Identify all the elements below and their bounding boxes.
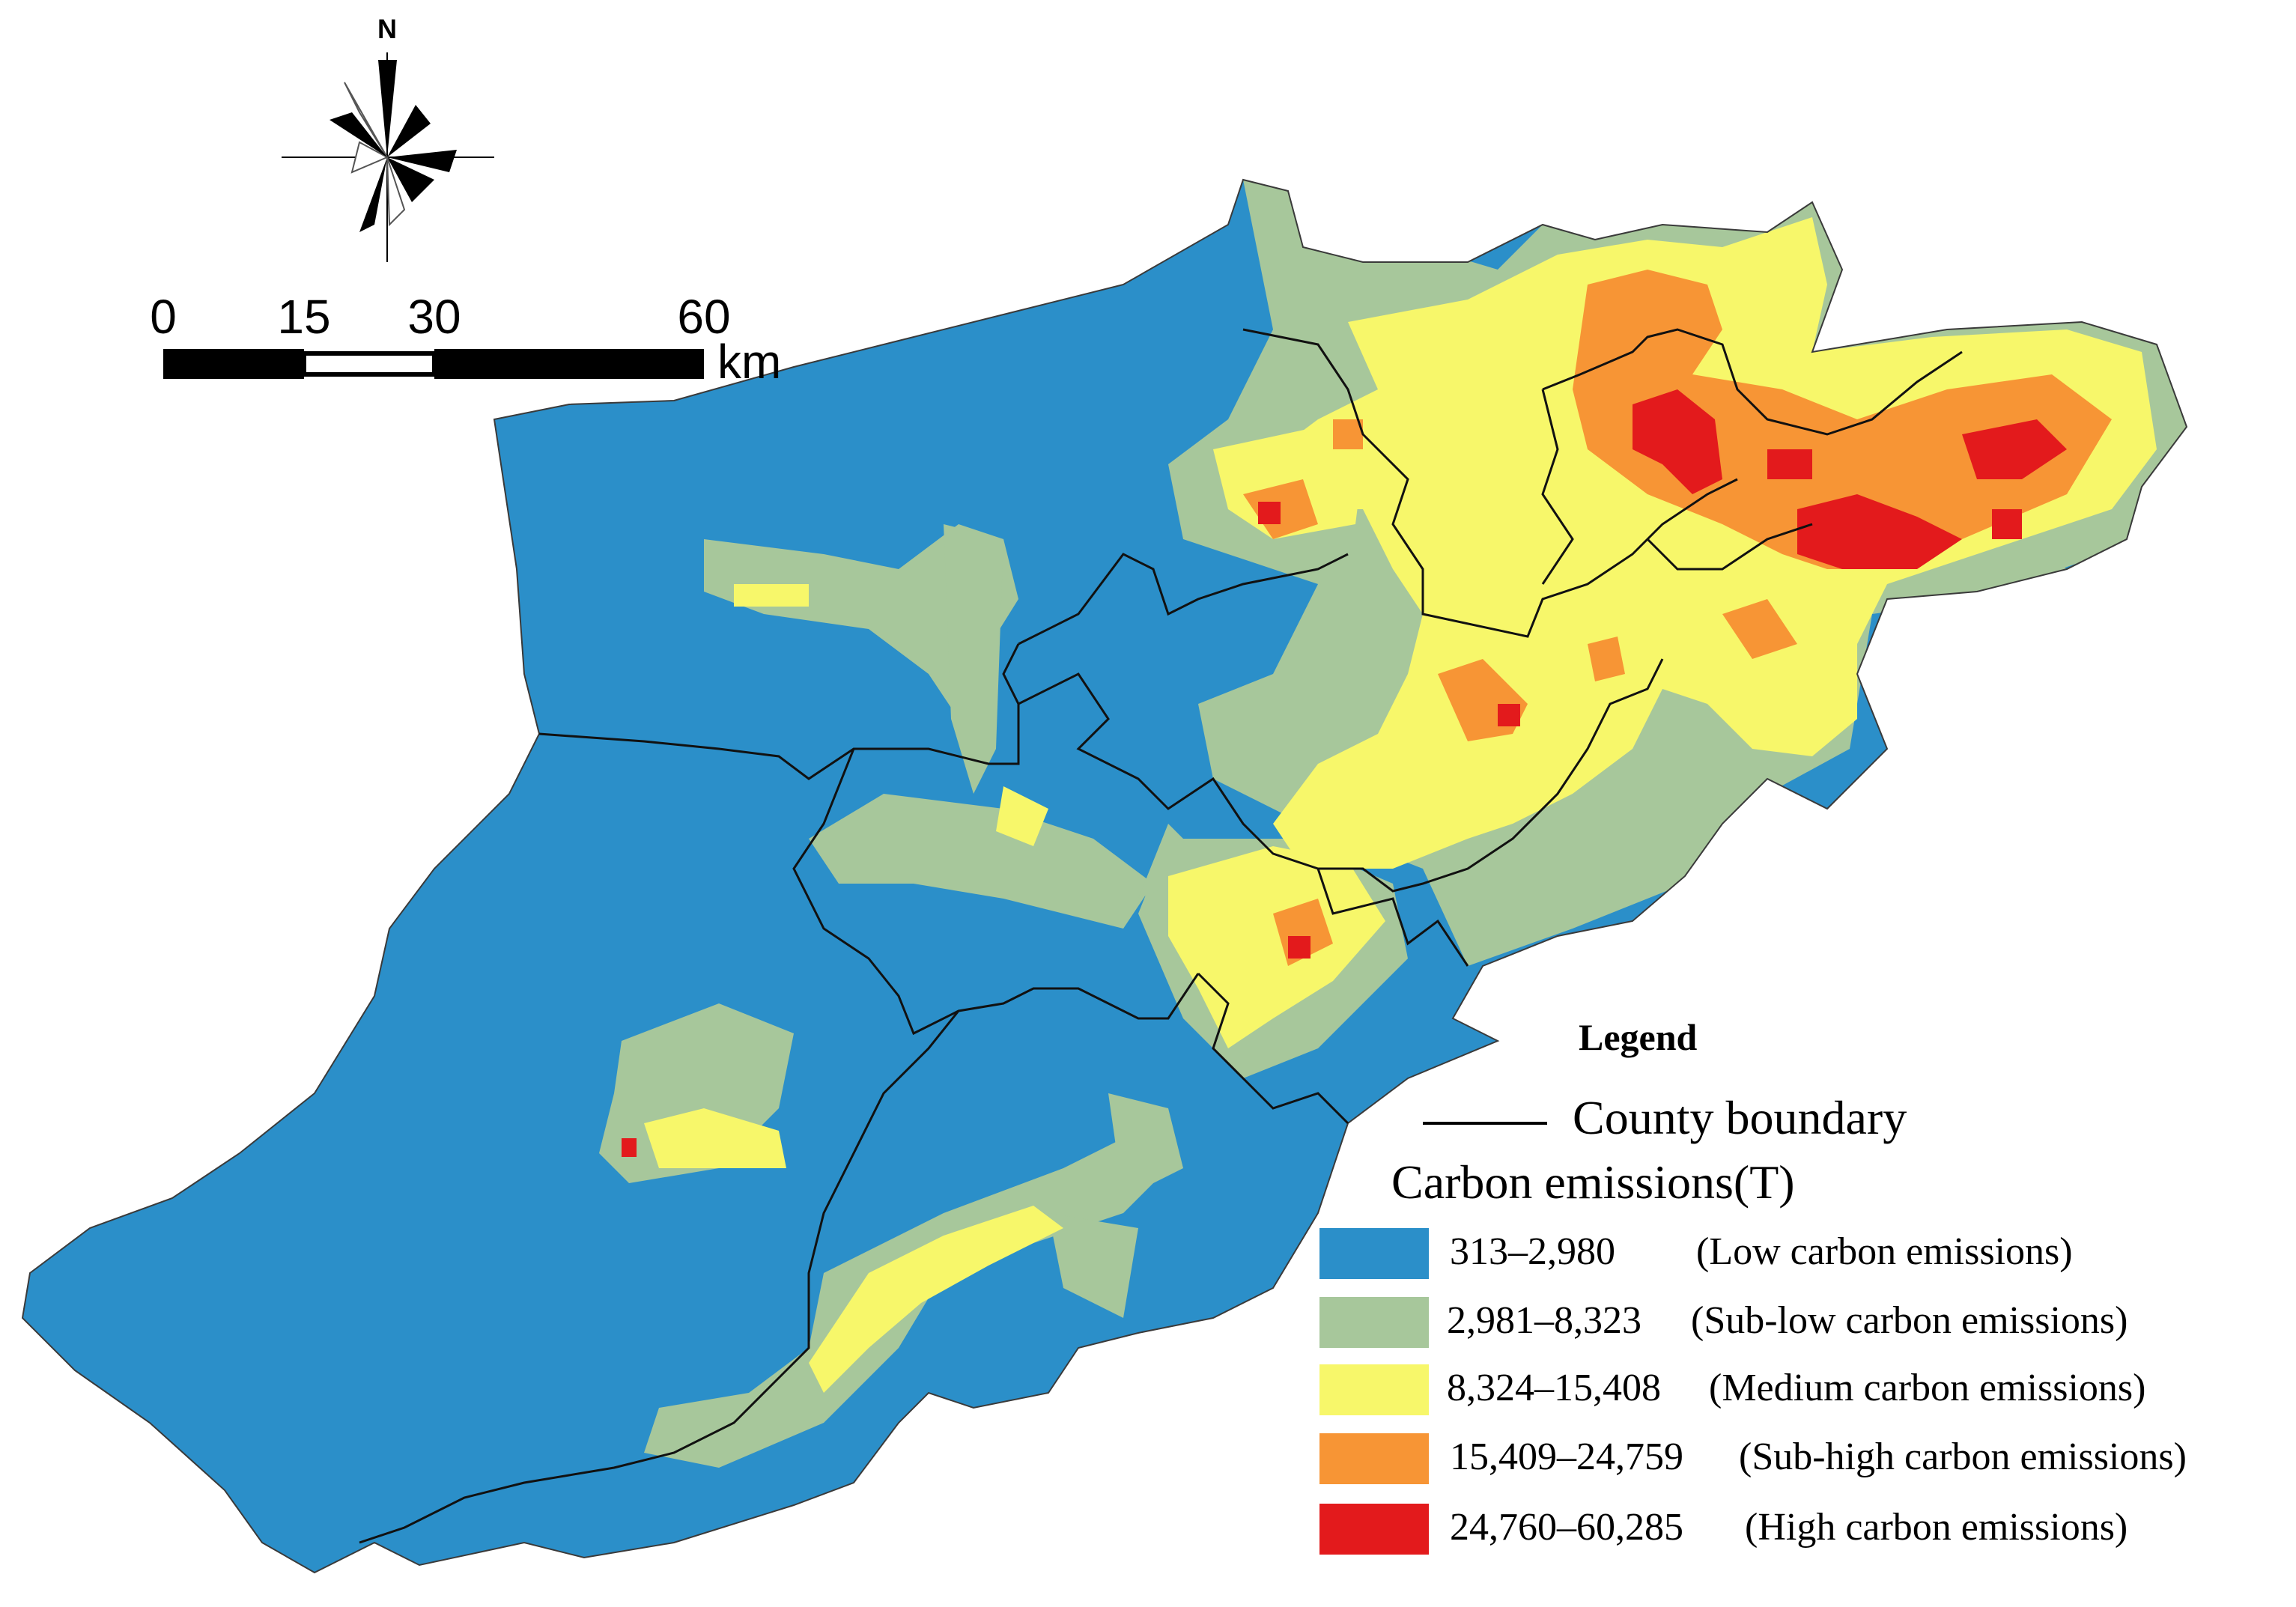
county-boundary: [792, 748, 1200, 1036]
scale-tick-60: 60: [677, 290, 731, 344]
scale-bar: [163, 349, 704, 379]
county-boundary: [1018, 553, 1349, 645]
study-area-outline: [21, 178, 2188, 1574]
north-arrow-icon: [282, 52, 494, 262]
legend-range-high: 24,760–60,285: [1450, 1506, 1683, 1549]
emissions-raster: [21, 178, 2188, 1574]
legend-desc-sub-low: (Sub-low carbon emissions): [1691, 1299, 2128, 1342]
county-boundary: [1316, 868, 1469, 967]
legend-subtitle: Carbon emissions(T): [1391, 1155, 1795, 1209]
county-boundary: [1002, 643, 1319, 870]
county-boundary: [1197, 972, 1349, 1125]
county-boundary: [1242, 328, 1738, 638]
county-boundaries: [359, 328, 1963, 1544]
county-boundary-label: County boundary: [1573, 1091, 1907, 1144]
legend-swatch-medium: [1319, 1364, 1429, 1415]
county-boundary: [1646, 523, 1813, 571]
legend-swatch-low: [1319, 1228, 1429, 1279]
county-boundary: [1318, 658, 1664, 893]
scale-tick-0: 0: [150, 290, 177, 344]
legend-desc-medium: (Medium carbon emissions): [1709, 1367, 2146, 1409]
legend-swatch-high: [1319, 1504, 1429, 1555]
legend-swatch-sub-high: [1319, 1433, 1429, 1484]
county-boundary: [359, 1010, 960, 1544]
legend-swatch-sub-low: [1319, 1297, 1429, 1348]
legend-desc-low: (Low carbon emissions): [1696, 1230, 2073, 1273]
scale-tick-15: 15: [277, 290, 331, 344]
legend-desc-sub-high: (Sub-high carbon emissions): [1739, 1436, 2187, 1478]
legend-range-sub-high: 15,409–24,759: [1450, 1436, 1683, 1478]
legend-range-low: 313–2,980: [1450, 1230, 1615, 1273]
legend-range-medium: 8,324–15,408: [1447, 1367, 1661, 1409]
high-zones: [622, 389, 2067, 1157]
scale-unit: km: [717, 335, 782, 389]
county-boundary: [1541, 389, 1574, 585]
legend-desc-high: (High carbon emissions): [1745, 1506, 2128, 1549]
legend-title: Legend: [1579, 1016, 1698, 1058]
north-label: N: [377, 13, 397, 44]
county-boundary: [1542, 328, 1963, 436]
legend-range-sub-low: 2,981–8,323: [1447, 1299, 1641, 1342]
county-boundary: [538, 704, 1020, 780]
scale-tick-30: 30: [407, 290, 461, 344]
